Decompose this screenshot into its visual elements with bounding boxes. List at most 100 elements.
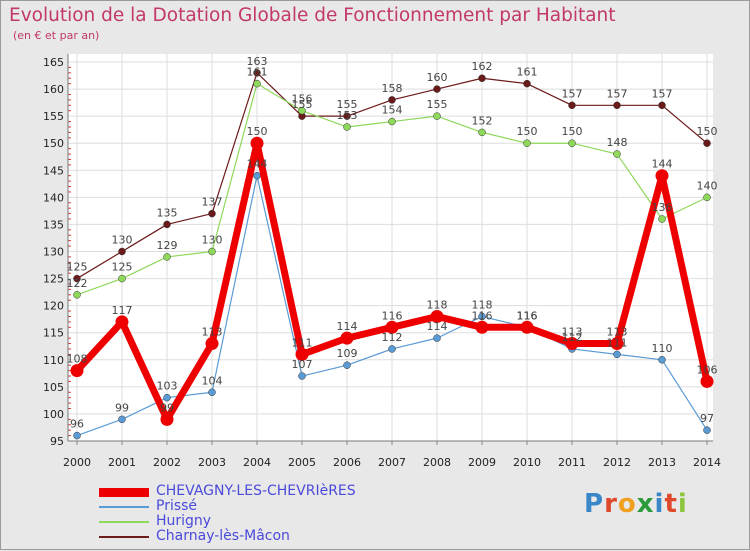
y-tick-label: 95 xyxy=(50,435,64,448)
data-label-chevagny-les-chevri-res: 113 xyxy=(562,326,583,339)
point-hurigny xyxy=(613,150,621,158)
data-label-hurigny: 122 xyxy=(67,277,88,290)
x-tick-label: 2000 xyxy=(63,456,91,469)
data-label-hurigny: 140 xyxy=(697,179,718,192)
x-tick-label: 2002 xyxy=(153,456,181,469)
data-label-charnay-l-s-m-con: 157 xyxy=(562,87,583,100)
legend-label: CHEVAGNY-LES-CHEVRIèRES xyxy=(156,483,356,499)
point-chevagny-les-chevri-res xyxy=(700,374,714,388)
point-hurigny xyxy=(568,139,576,147)
point-charnay-l-s-m-con xyxy=(253,69,261,77)
point-charnay-l-s-m-con xyxy=(523,79,531,88)
data-label-priss-: 99 xyxy=(115,401,129,414)
x-tick-label: 2011 xyxy=(558,456,586,469)
point-chevagny-les-chevri-res xyxy=(160,412,174,426)
data-label-charnay-l-s-m-con: 157 xyxy=(652,87,673,100)
data-label-hurigny: 155 xyxy=(427,98,448,111)
data-label-chevagny-les-chevri-res: 114 xyxy=(337,320,358,333)
y-tick-label: 100 xyxy=(43,408,64,421)
x-tick-label: 2003 xyxy=(198,456,226,469)
data-label-chevagny-les-chevri-res: 116 xyxy=(517,309,538,322)
point-charnay-l-s-m-con xyxy=(433,85,441,93)
data-label-chevagny-les-chevri-res: 113 xyxy=(607,326,628,339)
data-label-chevagny-les-chevri-res: 113 xyxy=(202,326,223,339)
point-priss- xyxy=(73,431,81,440)
data-label-charnay-l-s-m-con: 137 xyxy=(202,196,223,209)
legend-label: Prissé xyxy=(156,498,198,514)
legend-label: Charnay-lès-Mâcon xyxy=(156,528,290,544)
point-hurigny xyxy=(433,112,441,120)
point-chevagny-les-chevri-res xyxy=(475,320,489,334)
data-label-priss-: 114 xyxy=(427,320,448,333)
point-hurigny xyxy=(298,106,306,115)
y-tick-label: 150 xyxy=(43,137,64,150)
data-label-priss-: 112 xyxy=(562,331,583,344)
data-label-charnay-l-s-m-con: 150 xyxy=(697,125,718,138)
axes: 9510010511011512012513013514014515015516… xyxy=(43,54,721,469)
data-label-hurigny: 148 xyxy=(607,136,628,149)
point-charnay-l-s-m-con xyxy=(73,274,81,283)
data-label-priss-: 96 xyxy=(70,418,84,431)
data-label-hurigny: 150 xyxy=(517,125,538,138)
data-label-charnay-l-s-m-con: 155 xyxy=(337,98,358,111)
point-priss- xyxy=(478,312,486,321)
data-label-hurigny: 154 xyxy=(382,104,403,117)
point-chevagny-les-chevri-res xyxy=(655,169,669,183)
data-label-chevagny-les-chevri-res: 116 xyxy=(472,309,493,322)
point-chevagny-les-chevri-res xyxy=(610,337,624,351)
data-label-priss-: 103 xyxy=(157,380,178,393)
x-tick-label: 2009 xyxy=(468,456,496,469)
data-label-charnay-l-s-m-con: 160 xyxy=(427,71,448,84)
data-label-charnay-l-s-m-con: 158 xyxy=(382,82,403,95)
data-label-chevagny-les-chevri-res: 108 xyxy=(67,353,88,366)
data-label-chevagny-les-chevri-res: 111 xyxy=(292,336,313,349)
point-hurigny xyxy=(478,128,486,137)
data-label-charnay-l-s-m-con: 130 xyxy=(112,234,133,247)
logo-letter: P xyxy=(584,489,605,519)
data-label-chevagny-les-chevri-res: 106 xyxy=(697,363,718,376)
x-tick-label: 2001 xyxy=(108,456,136,469)
data-label-hurigny: 150 xyxy=(562,125,583,138)
point-charnay-l-s-m-con xyxy=(118,247,126,256)
data-label-chevagny-les-chevri-res: 99 xyxy=(160,401,174,414)
legend-swatch xyxy=(99,536,149,538)
x-tick-label: 2004 xyxy=(243,456,271,469)
logo-letter: o xyxy=(617,489,637,519)
y-tick-label: 110 xyxy=(43,354,64,367)
data-label-priss-: 109 xyxy=(337,347,358,360)
data-label-chevagny-les-chevri-res: 117 xyxy=(112,304,133,317)
point-priss- xyxy=(343,361,351,369)
y-tick-label: 145 xyxy=(43,164,64,177)
point-hurigny xyxy=(253,79,261,88)
point-hurigny xyxy=(703,193,711,202)
data-label-priss-: 112 xyxy=(382,331,403,344)
data-label-charnay-l-s-m-con: 125 xyxy=(67,261,88,274)
logo-letter: r xyxy=(604,489,618,519)
data-label-chevagny-les-chevri-res: 144 xyxy=(652,158,673,171)
point-charnay-l-s-m-con xyxy=(613,101,621,110)
legend-label: Hurigny xyxy=(156,513,212,529)
data-label-chevagny-les-chevri-res: 116 xyxy=(382,309,403,322)
point-priss- xyxy=(208,388,216,397)
data-label-charnay-l-s-m-con: 157 xyxy=(607,87,628,100)
y-tick-label: 155 xyxy=(43,110,64,123)
y-tick-label: 130 xyxy=(43,246,64,259)
data-label-hurigny: 153 xyxy=(337,109,358,122)
point-priss- xyxy=(118,415,126,424)
series xyxy=(70,69,714,440)
data-label-hurigny: 161 xyxy=(247,66,268,79)
point-priss- xyxy=(388,345,396,353)
data-label-priss-: 111 xyxy=(607,336,628,349)
point-charnay-l-s-m-con xyxy=(163,220,171,229)
point-chevagny-les-chevri-res xyxy=(205,337,219,351)
legend-swatch xyxy=(99,521,149,523)
data-label-priss-: 118 xyxy=(472,298,493,311)
point-priss- xyxy=(253,171,261,180)
point-priss- xyxy=(163,393,171,402)
x-tick-label: 2014 xyxy=(693,456,721,469)
y-tick-label: 135 xyxy=(43,218,64,231)
point-priss- xyxy=(298,372,306,380)
chart-title: Evolution de la Dotation Globale de Fonc… xyxy=(9,5,616,26)
data-label-chevagny-les-chevri-res: 118 xyxy=(427,298,448,311)
logo-letter: t xyxy=(664,489,678,519)
